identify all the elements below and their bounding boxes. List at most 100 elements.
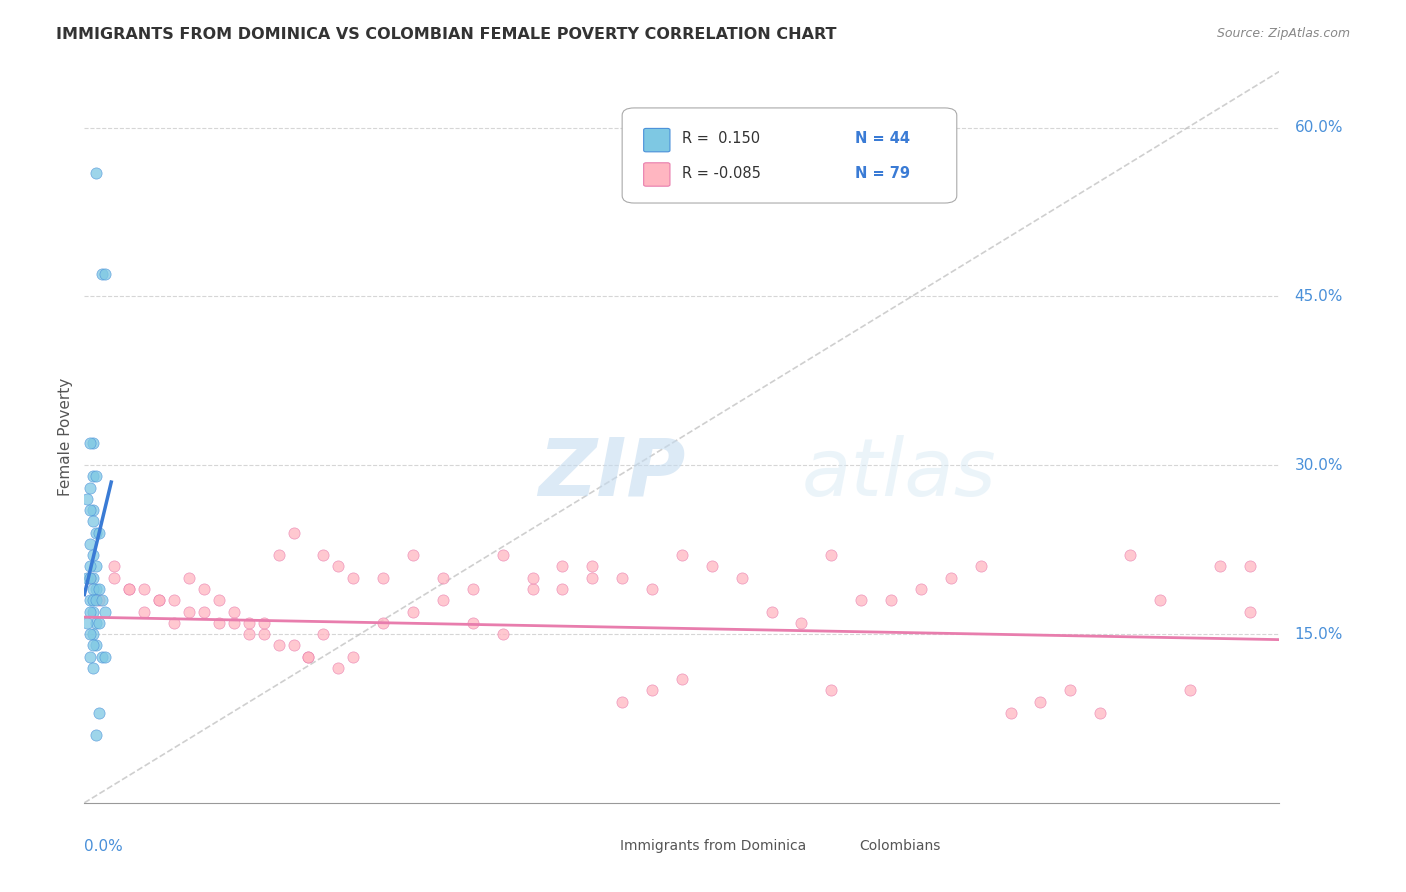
Point <box>86 582 108 596</box>
Point <box>1119 548 1142 562</box>
Point <box>79 435 101 450</box>
Point <box>82 503 104 517</box>
Point <box>402 605 425 619</box>
Text: 15.0%: 15.0% <box>1295 626 1343 641</box>
Point <box>86 638 108 652</box>
Point <box>103 559 125 574</box>
Text: 45.0%: 45.0% <box>1295 289 1343 304</box>
Point <box>118 582 141 596</box>
Point <box>82 582 104 596</box>
Point <box>89 525 111 540</box>
Point <box>283 525 305 540</box>
Point <box>94 605 117 619</box>
Point <box>86 728 108 742</box>
Point <box>86 559 108 574</box>
Text: R =  0.150: R = 0.150 <box>682 131 761 146</box>
Point <box>373 571 395 585</box>
Point <box>731 571 754 585</box>
Point <box>1029 694 1052 708</box>
Point <box>671 672 693 686</box>
Point <box>82 638 104 652</box>
FancyBboxPatch shape <box>583 837 614 855</box>
Point <box>1209 559 1232 574</box>
FancyBboxPatch shape <box>644 128 671 152</box>
Point <box>253 615 276 630</box>
Point <box>79 537 101 551</box>
Point <box>89 582 111 596</box>
Point <box>79 481 101 495</box>
Point <box>79 559 101 574</box>
Point <box>79 605 101 619</box>
Point <box>82 548 104 562</box>
Text: 0.0%: 0.0% <box>84 839 124 855</box>
Point <box>177 605 200 619</box>
Point <box>551 559 574 574</box>
Point <box>432 571 454 585</box>
Point <box>297 649 319 664</box>
Point <box>851 593 873 607</box>
Point <box>253 627 276 641</box>
Point <box>82 627 104 641</box>
Point <box>118 582 141 596</box>
Point <box>1000 706 1022 720</box>
Point <box>970 559 993 574</box>
Point <box>89 593 111 607</box>
Point <box>132 582 156 596</box>
Point <box>492 627 515 641</box>
Point <box>312 627 335 641</box>
Point <box>1090 706 1112 720</box>
Point <box>208 615 231 630</box>
Point <box>432 593 454 607</box>
Point <box>910 582 932 596</box>
Point <box>581 559 603 574</box>
Point <box>283 638 305 652</box>
Point <box>1149 593 1171 607</box>
Point <box>86 593 108 607</box>
Point <box>91 593 114 607</box>
Point <box>94 267 117 281</box>
Y-axis label: Female Poverty: Female Poverty <box>58 378 73 496</box>
Point <box>612 571 634 585</box>
Point <box>193 582 215 596</box>
Point <box>79 627 101 641</box>
Point <box>222 605 245 619</box>
Point <box>163 615 186 630</box>
Point <box>522 582 544 596</box>
Point <box>177 571 200 585</box>
Text: 60.0%: 60.0% <box>1295 120 1343 135</box>
Point <box>581 571 603 585</box>
Point <box>641 582 664 596</box>
Point <box>91 649 114 664</box>
Text: Source: ZipAtlas.com: Source: ZipAtlas.com <box>1216 27 1350 40</box>
Point <box>551 582 574 596</box>
Point <box>222 615 245 630</box>
Point <box>208 593 231 607</box>
Point <box>238 615 260 630</box>
Point <box>461 615 484 630</box>
Point <box>342 571 364 585</box>
FancyBboxPatch shape <box>623 108 957 203</box>
Point <box>1239 605 1261 619</box>
Point <box>79 571 101 585</box>
Text: ZIP: ZIP <box>538 434 686 513</box>
Point <box>89 615 111 630</box>
Point <box>79 503 101 517</box>
Point <box>79 571 101 585</box>
Point <box>461 582 484 596</box>
Text: IMMIGRANTS FROM DOMINICA VS COLOMBIAN FEMALE POVERTY CORRELATION CHART: IMMIGRANTS FROM DOMINICA VS COLOMBIAN FE… <box>56 27 837 42</box>
Point <box>82 515 104 529</box>
Text: N = 79: N = 79 <box>855 166 910 181</box>
Point <box>86 615 108 630</box>
Point <box>641 683 664 698</box>
Point <box>267 638 290 652</box>
Point <box>76 571 98 585</box>
Point <box>880 593 903 607</box>
Point <box>82 661 104 675</box>
Point <box>328 661 350 675</box>
Point <box>89 706 111 720</box>
Point <box>671 548 693 562</box>
Text: N = 44: N = 44 <box>855 131 910 146</box>
Point <box>1239 559 1261 574</box>
Text: R = -0.085: R = -0.085 <box>682 166 761 181</box>
Text: Colombians: Colombians <box>859 839 941 853</box>
